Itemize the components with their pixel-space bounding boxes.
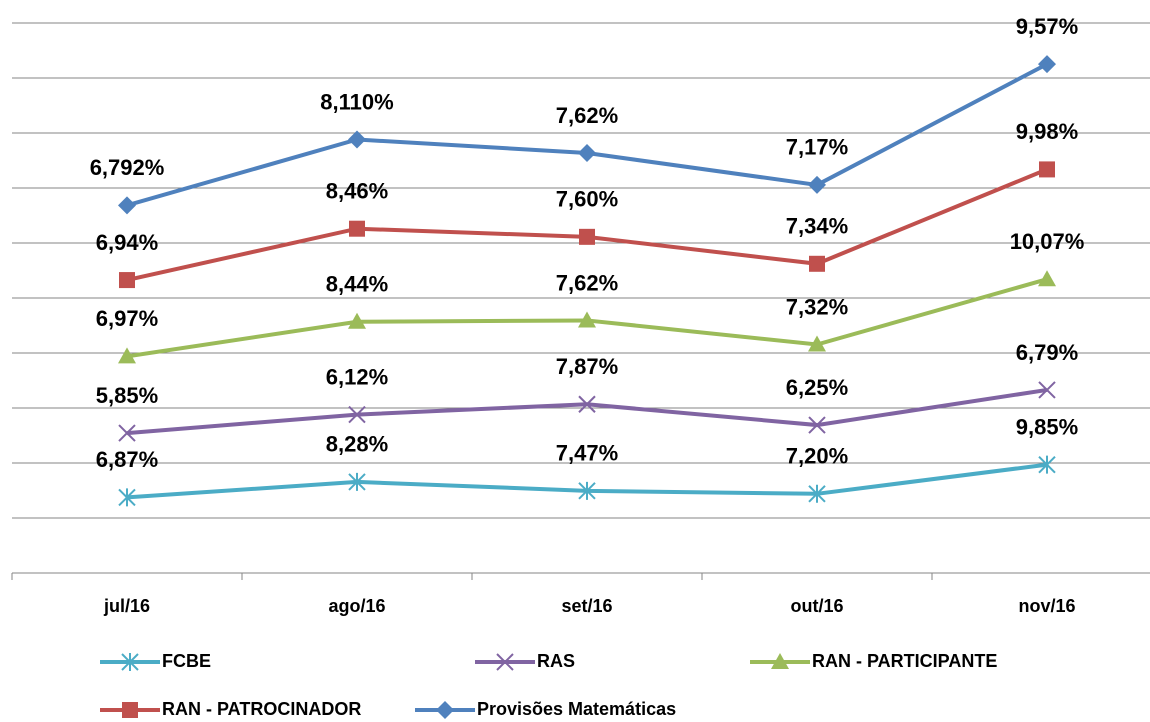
line: [126, 62, 1048, 208]
line-marker: [1038, 55, 1056, 74]
line: [126, 387, 1048, 436]
line-marker: [1038, 381, 1056, 399]
x-tick-label: out/16: [790, 596, 843, 616]
line-marker: [579, 228, 595, 245]
legend-label: FCBE: [162, 651, 211, 671]
line-marker: [578, 144, 596, 163]
line-marker: [809, 255, 825, 272]
line-marker: [808, 484, 826, 503]
value-label: 7,47%: [556, 441, 618, 466]
x-tick-label: set/16: [561, 596, 612, 616]
value-label: 6,25%: [786, 375, 848, 400]
line-marker: [1039, 161, 1055, 178]
legend-marker: [436, 701, 454, 719]
line-marker: [1038, 270, 1056, 287]
line-marker: [578, 311, 596, 328]
legend-label: Provisões Matemáticas: [477, 699, 676, 719]
line-marker: [348, 472, 366, 491]
value-label: 8,28%: [326, 432, 388, 457]
value-label: 7,62%: [556, 103, 618, 128]
line-marker: [578, 395, 596, 413]
line-marker: [118, 347, 136, 364]
line-marker: [348, 312, 366, 329]
value-label: 8,46%: [326, 179, 388, 204]
line-marker: [578, 481, 596, 500]
value-label: 7,60%: [556, 187, 618, 212]
value-label: 9,98%: [1016, 119, 1078, 144]
value-label: 7,20%: [786, 444, 848, 469]
value-label: 6,792%: [90, 155, 165, 180]
x-tick-label: nov/16: [1018, 596, 1075, 616]
legend-marker: [496, 653, 514, 671]
value-label: 6,79%: [1016, 340, 1078, 365]
line-marker: [808, 175, 826, 194]
value-label: 6,97%: [96, 306, 158, 331]
value-label: 9,85%: [1016, 414, 1078, 439]
line-marker: [348, 405, 366, 424]
value-label: 7,32%: [786, 294, 848, 319]
x-tick-label: jul/16: [103, 596, 150, 616]
value-label: 10,07%: [1010, 229, 1085, 254]
x-tick-label: ago/16: [328, 596, 385, 616]
value-label: 7,87%: [556, 354, 618, 379]
value-label: 6,87%: [96, 447, 158, 472]
value-label: 8,110%: [320, 89, 393, 114]
legend-marker: [121, 653, 139, 671]
value-label: 8,44%: [326, 272, 388, 297]
legend-marker: [122, 702, 138, 718]
legend-label: RAN - PARTICIPANTE: [812, 651, 997, 671]
legend-label: RAS: [537, 651, 575, 671]
value-label: 6,94%: [96, 230, 158, 255]
value-label: 7,17%: [786, 135, 848, 160]
line-marker: [349, 220, 365, 237]
line-marker: [118, 488, 136, 507]
legend-label: RAN - PATROCINADOR: [162, 699, 361, 719]
value-label: 5,85%: [96, 383, 158, 408]
line-marker: [1038, 455, 1056, 474]
value-label: 6,12%: [326, 364, 388, 389]
value-label: 7,34%: [786, 214, 848, 239]
value-label: 9,57%: [1016, 14, 1078, 39]
line-marker: [118, 424, 136, 442]
line-marker: [119, 272, 135, 289]
line-marker: [808, 416, 826, 434]
value-label: 7,62%: [556, 270, 618, 295]
line-marker: [118, 196, 136, 215]
line-marker: [808, 335, 826, 352]
line-marker: [348, 130, 366, 149]
legend-marker: [771, 653, 789, 669]
